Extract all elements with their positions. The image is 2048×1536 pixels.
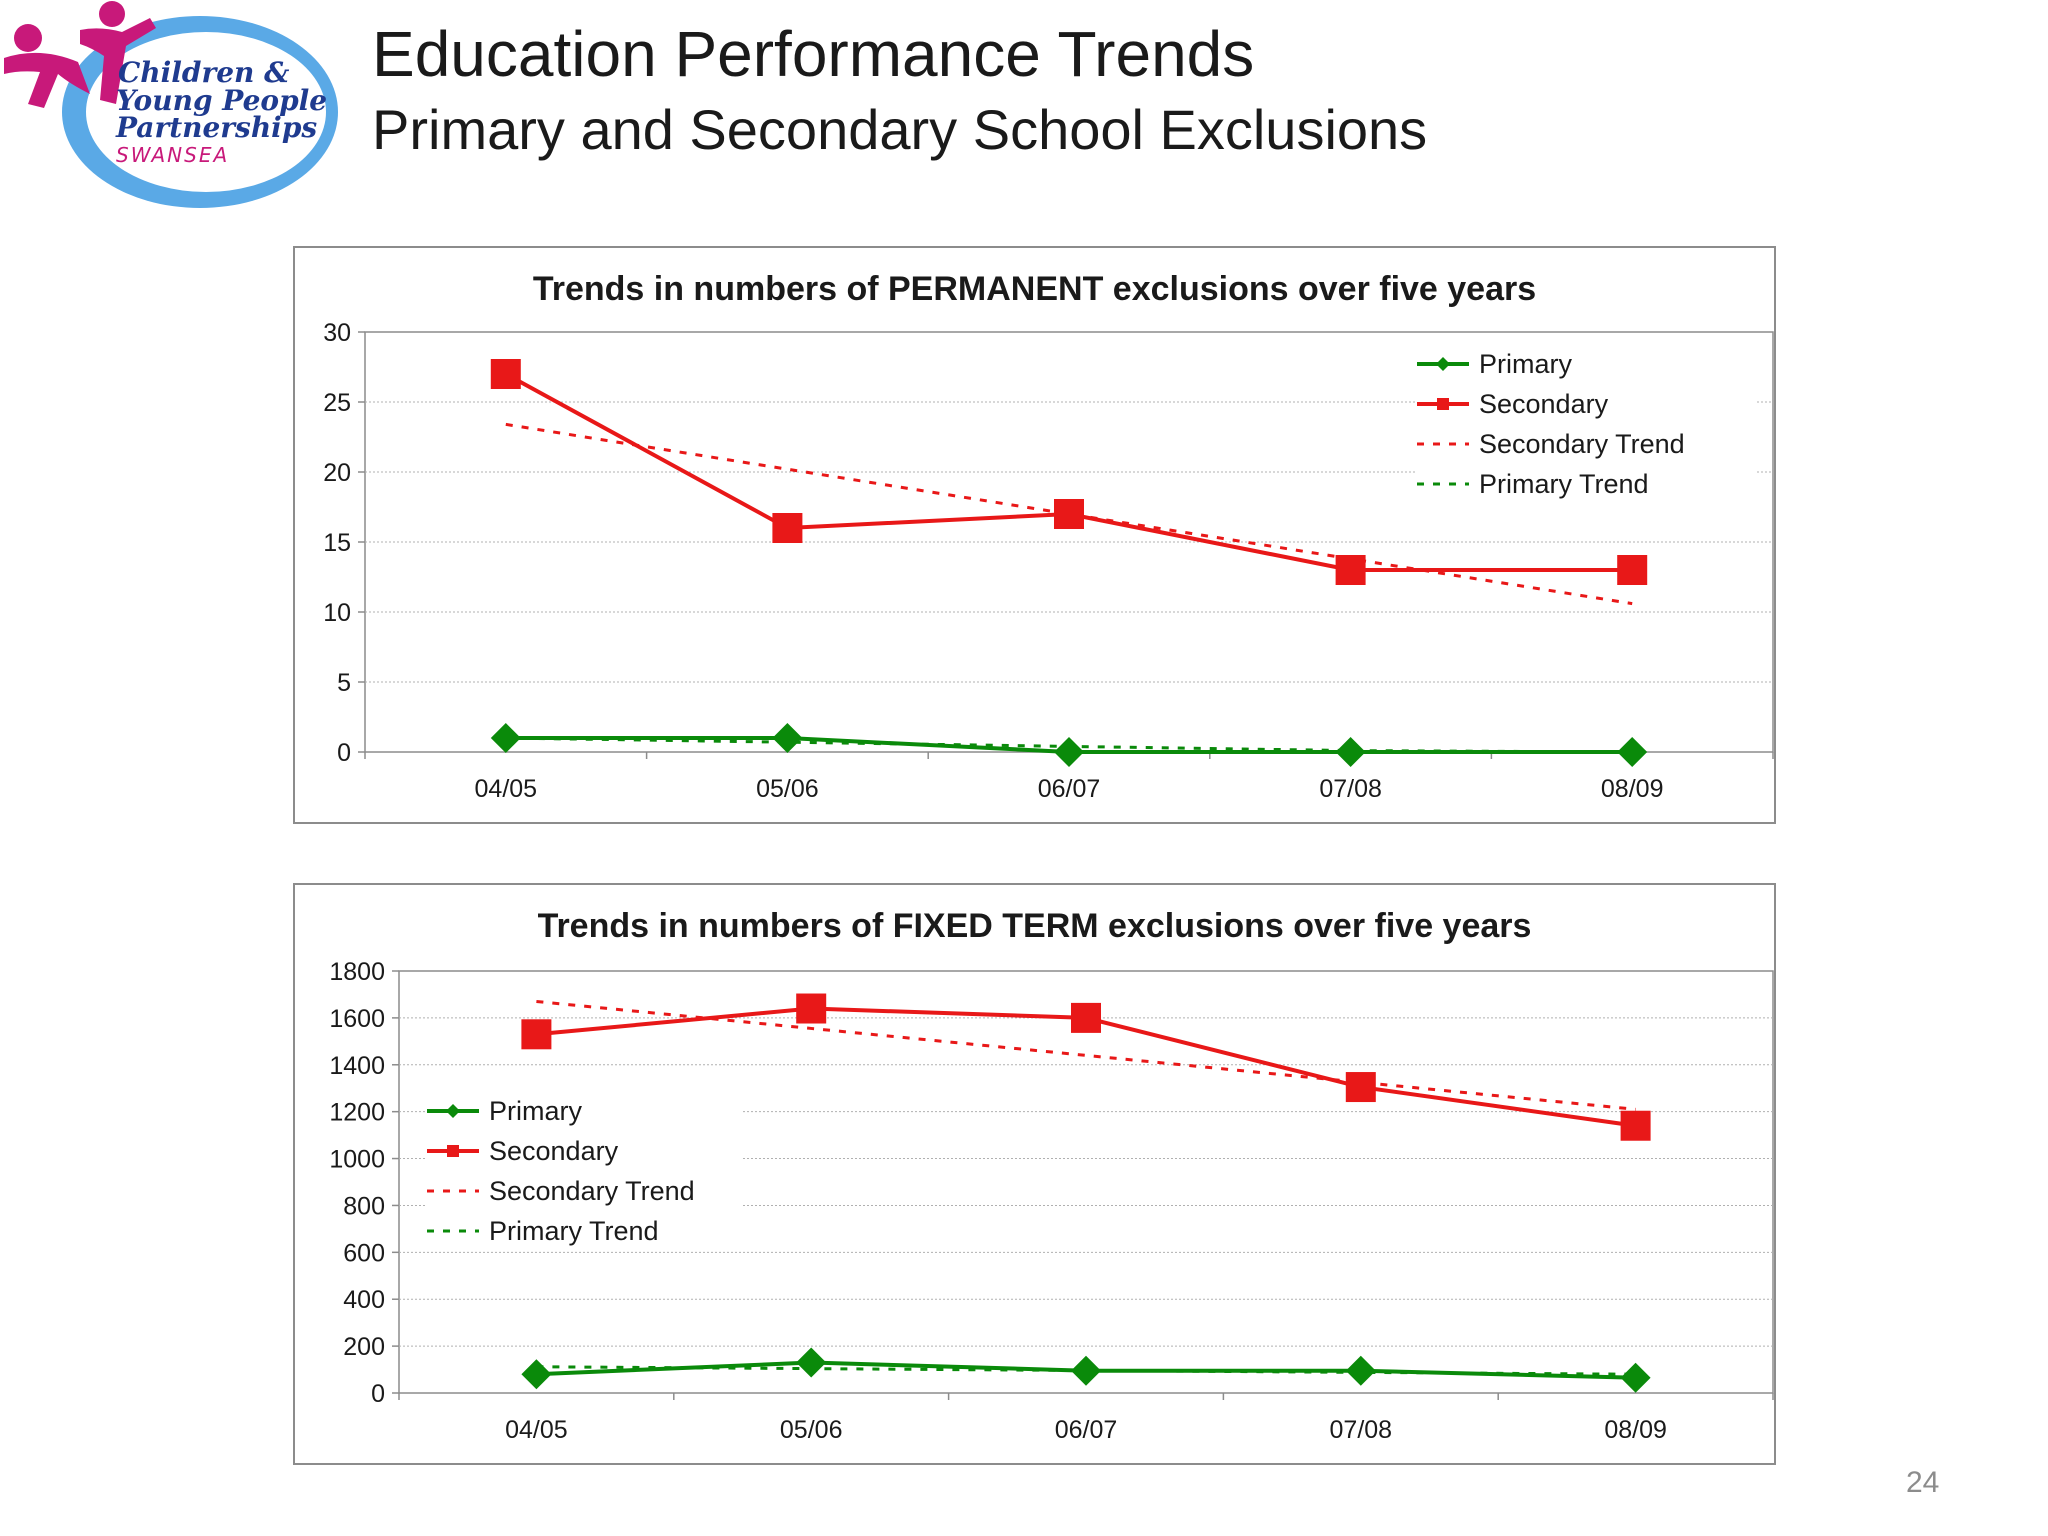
permanent-x-tick-label: 06/07: [1038, 775, 1101, 803]
permanent-exclusions-plot: 0 5 10 15 20 25 30 04/05 05/06 06/07 07/08 08/09: [323, 319, 1774, 803]
fixed-term-legend-swatch-secondary: [427, 1145, 479, 1157]
fixed-term-exclusions-chart: 0 200 400 600 800 1000 1200 1400 1600 1800 04/05 05…: [293, 883, 1776, 1465]
fixed-term-plot-frame: [398, 970, 1774, 1394]
fixed-term-primary-point: [1620, 1362, 1651, 1393]
fixed-term-chart-legend: Primary Secondary Secondary Trend Primary T…: [425, 1091, 741, 1251]
permanent-x-tick-label: 05/06: [756, 775, 819, 803]
permanent-y-tick-label: 20: [323, 459, 351, 487]
fixed-term-legend-swatch-primary-trend: [427, 1229, 479, 1233]
fixed-term-primary-point: [521, 1359, 552, 1390]
fixed-term-secondary-point: [796, 993, 827, 1024]
fixed-term-legend-label-secondary-trend: Secondary Trend: [489, 1175, 695, 1206]
permanent-secondary-point: [1617, 555, 1648, 585]
permanent-legend-item-primary: Primary: [1415, 344, 1755, 384]
permanent-primary-point: [1054, 737, 1084, 767]
logo-figures-icon: [4, 1, 156, 108]
partnership-logo: Children & Young People Partnerships SWA…: [4, 1, 338, 208]
permanent-chart-legend: Primary Secondary Secondary Trend Primary T…: [1415, 344, 1755, 504]
permanent-legend-swatch-secondary-trend: [1417, 442, 1469, 446]
permanent-secondary-point: [1335, 555, 1366, 585]
permanent-legend-label-secondary: Secondary: [1479, 388, 1609, 419]
fixed-term-x-tick-label: 07/08: [1330, 1416, 1393, 1444]
fixed-term-primary-point: [1345, 1355, 1376, 1386]
fixed-term-y-tick-label: 1000: [329, 1146, 385, 1174]
permanent-exclusions-chart: 0 5 10 15 20 25 30 04/05 05/06 06/07 07/08 08/09 Tr…: [293, 246, 1776, 824]
permanent-legend-swatch-primary-trend: [1417, 482, 1469, 486]
permanent-x-tick-label: 08/09: [1601, 775, 1664, 803]
fixed-term-legend-item-secondary: Secondary: [425, 1131, 741, 1171]
permanent-y-tick-label: 5: [337, 669, 351, 697]
permanent-legend-item-primary-trend: Primary Trend: [1415, 464, 1755, 504]
permanent-x-tick-label: 07/08: [1319, 775, 1382, 803]
fixed-term-y-tick-label: 1600: [329, 1005, 385, 1033]
fixed-term-legend-label-primary: Primary: [489, 1095, 582, 1126]
logo-line-1: Children &: [118, 56, 289, 89]
fixed-term-legend-item-primary: Primary: [425, 1091, 741, 1131]
fixed-term-y-tick-label: 1800: [329, 958, 385, 986]
fixed-term-primary-point: [1071, 1355, 1101, 1386]
permanent-y-tick-label: 30: [323, 319, 351, 347]
fixed-term-exclusions-plot: 0 200 400 600 800 1000 1200 1400 1600 1800 04/05 05…: [329, 958, 1774, 1444]
permanent-primary-point: [1617, 737, 1648, 767]
permanent-primary-point: [490, 723, 521, 753]
logo-line-3: Partnerships: [115, 111, 317, 144]
logo-ring-inner: [86, 32, 326, 192]
permanent-legend-item-secondary-trend: Secondary Trend: [1415, 424, 1755, 464]
permanent-y-tick-label: 10: [323, 599, 351, 627]
fixed-term-secondary-point: [1620, 1110, 1651, 1141]
fixed-term-primary-point: [796, 1347, 827, 1378]
fixed-term-y-tick-label: 200: [343, 1333, 385, 1361]
fixed-term-legend-label-primary-trend: Primary Trend: [489, 1215, 659, 1246]
permanent-chart-title: Trends in numbers of PERMANENT exclusion…: [532, 270, 1537, 308]
permanent-secondary-point: [1054, 499, 1084, 529]
fixed-term-y-tick-label: 1200: [329, 1099, 385, 1127]
page-subtitle: Primary and Secondary School Exclusions: [372, 98, 1428, 161]
page-title: Education Performance Trends: [372, 18, 1255, 90]
fixed-term-legend-label-secondary: Secondary: [489, 1135, 619, 1166]
logo-line-4: SWANSEA: [116, 143, 229, 167]
permanent-x-tick-label: 04/05: [475, 775, 538, 803]
permanent-primary-point: [1335, 737, 1366, 767]
permanent-y-tick-label: 15: [323, 529, 351, 557]
permanent-legend-label-primary-trend: Primary Trend: [1479, 468, 1649, 499]
fixed-term-y-tick-label: 400: [343, 1286, 385, 1314]
permanent-secondary-trend-line: [505, 422, 1633, 606]
fixed-term-legend-swatch-primary: [427, 1104, 479, 1118]
fixed-term-secondary-point: [521, 1019, 552, 1050]
fixed-term-y-tick-label: 1400: [329, 1052, 385, 1080]
fixed-term-y-tick-label: 0: [371, 1380, 385, 1408]
permanent-primary-point: [772, 723, 803, 753]
fixed-term-legend-swatch-secondary-trend: [427, 1189, 479, 1193]
permanent-y-tick-label: 0: [337, 739, 351, 767]
permanent-y-tick-label: 25: [323, 389, 351, 417]
logo-line-2: Young People: [116, 84, 327, 117]
fixed-term-chart-title: Trends in numbers of FIXED TERM exclusio…: [537, 907, 1532, 945]
fixed-term-x-tick-label: 05/06: [780, 1416, 843, 1444]
permanent-legend-swatch-secondary: [1417, 398, 1469, 410]
permanent-secondary-point: [490, 359, 521, 389]
permanent-secondary-point: [772, 513, 803, 543]
fixed-term-legend-item-primary-trend: Primary Trend: [425, 1211, 741, 1251]
page-number: 24: [1906, 1466, 1940, 1499]
fixed-term-legend-item-secondary-trend: Secondary Trend: [425, 1171, 741, 1211]
fixed-term-x-tick-label: 08/09: [1604, 1416, 1667, 1444]
fixed-term-x-tick-label: 06/07: [1055, 1416, 1118, 1444]
permanent-legend-label-primary: Primary: [1479, 348, 1572, 379]
permanent-legend-label-secondary-trend: Secondary Trend: [1479, 428, 1685, 459]
fixed-term-x-tick-label: 04/05: [505, 1416, 568, 1444]
fixed-term-y-tick-label: 800: [343, 1192, 385, 1220]
fixed-term-y-tick-label: 600: [343, 1239, 385, 1267]
permanent-legend-swatch-primary: [1417, 357, 1469, 371]
permanent-legend-item-secondary: Secondary: [1415, 384, 1755, 424]
fixed-term-secondary-point: [1345, 1072, 1376, 1103]
fixed-term-secondary-point: [1071, 1002, 1101, 1033]
